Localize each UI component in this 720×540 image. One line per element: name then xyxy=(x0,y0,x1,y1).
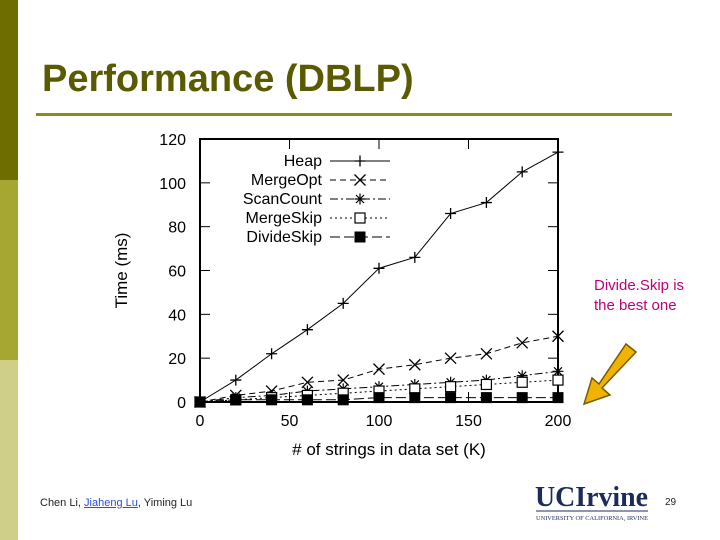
data-point-mergeopt xyxy=(444,352,457,365)
data-point-divideskip xyxy=(373,392,385,404)
data-point-scancount xyxy=(516,370,528,382)
footer-authors: Chen Li, Jiaheng Lu, Yiming Lu xyxy=(40,497,192,509)
legend-marker-mergeskip xyxy=(354,212,366,224)
data-point-divideskip xyxy=(445,392,457,404)
legend-label-mergeskip: MergeSkip xyxy=(246,210,323,227)
y-tick-label: 60 xyxy=(168,264,186,281)
data-point-mergeskip xyxy=(552,374,564,386)
data-point-divideskip xyxy=(301,394,313,406)
author-link-jiaheng-lu[interactable]: Jiaheng Lu xyxy=(84,497,138,509)
data-point-heap xyxy=(337,297,349,309)
legend-marker-scancount xyxy=(354,193,366,205)
data-point-mergeopt xyxy=(480,347,493,360)
y-tick-label: 100 xyxy=(159,176,186,193)
data-point-divideskip xyxy=(266,394,278,406)
x-tick-label: 100 xyxy=(366,413,393,430)
data-point-heap xyxy=(373,262,385,274)
author-chen-li: Chen Li, xyxy=(40,497,81,509)
x-axis-label: # of strings in data set (K) xyxy=(292,440,486,459)
series-line-heap xyxy=(199,151,559,403)
sidebar-band-mid xyxy=(0,180,18,360)
data-point-mergeskip xyxy=(516,376,528,388)
x-tick-label: 150 xyxy=(455,413,482,430)
sidebar-band-light xyxy=(0,360,18,540)
data-point-heap xyxy=(409,251,421,263)
page-number: 29 xyxy=(665,497,677,508)
data-point-mergeopt xyxy=(373,363,385,376)
author-yiming-lu: , Yiming Lu xyxy=(137,497,193,509)
legend-marker-heap xyxy=(354,155,366,167)
y-tick-label: 40 xyxy=(168,307,186,324)
data-point-mergeopt xyxy=(337,374,350,387)
legend-marker-divideskip xyxy=(354,231,366,243)
data-point-divideskip xyxy=(516,392,528,404)
y-tick-label: 20 xyxy=(168,351,186,368)
y-tick-label: 120 xyxy=(159,132,186,149)
y-axis-label: Time (ms) xyxy=(112,233,131,309)
data-point-mergeopt xyxy=(516,336,529,349)
callout-text: Divide.Skip is the best one xyxy=(594,277,685,314)
data-point-divideskip xyxy=(409,392,421,404)
data-point-divideskip xyxy=(480,392,492,404)
data-point-heap xyxy=(445,208,457,220)
data-point-heap xyxy=(301,324,313,336)
data-point-divideskip xyxy=(194,396,206,408)
logo-main-text: UCIrvine xyxy=(535,482,648,513)
logo-sub-text: UNIVERSITY OF CALIFORNIA, IRVINE xyxy=(536,516,648,522)
data-point-mergeopt xyxy=(552,330,564,343)
data-point-heap xyxy=(480,197,492,209)
data-point-heap xyxy=(230,374,242,386)
x-tick-label: 50 xyxy=(281,413,299,430)
arrow-icon xyxy=(582,342,638,406)
legend-marker-mergeopt xyxy=(354,174,366,186)
data-point-mergeskip xyxy=(480,378,492,391)
x-tick-label: 200 xyxy=(545,413,572,430)
data-point-divideskip xyxy=(230,394,242,406)
legend-label-divideskip: DivideSkip xyxy=(246,229,322,246)
data-point-heap xyxy=(552,146,564,158)
series-line-divideskip xyxy=(199,397,558,403)
uci-logo: UCIrvine UNIVERSITY OF CALIFORNIA, IRVIN… xyxy=(535,482,648,522)
y-tick-label: 80 xyxy=(168,220,186,237)
data-point-heap xyxy=(516,166,528,178)
legend-label-scancount: ScanCount xyxy=(243,191,323,208)
data-point-mergeopt xyxy=(408,358,421,371)
data-point-heap xyxy=(266,348,278,360)
arrow-shape xyxy=(582,342,638,406)
legend-label-heap: Heap xyxy=(284,153,322,170)
performance-chart: 0 20 40 60 80 100 120 0 50 100 150 200 # of strings … xyxy=(112,132,572,459)
sidebar-band-dark xyxy=(0,0,18,180)
y-tick-label: 0 xyxy=(177,395,186,412)
data-point-mergeskip xyxy=(445,381,457,393)
data-point-mergeopt xyxy=(301,376,314,389)
legend-label-mergeopt: MergeOpt xyxy=(251,172,323,189)
slide-title: Performance (DBLP) xyxy=(42,58,414,100)
data-point-scancount xyxy=(552,365,564,377)
data-point-divideskip xyxy=(552,392,564,404)
x-tick-label: 0 xyxy=(196,413,205,430)
data-point-divideskip xyxy=(337,394,349,406)
title-underline xyxy=(36,113,672,116)
